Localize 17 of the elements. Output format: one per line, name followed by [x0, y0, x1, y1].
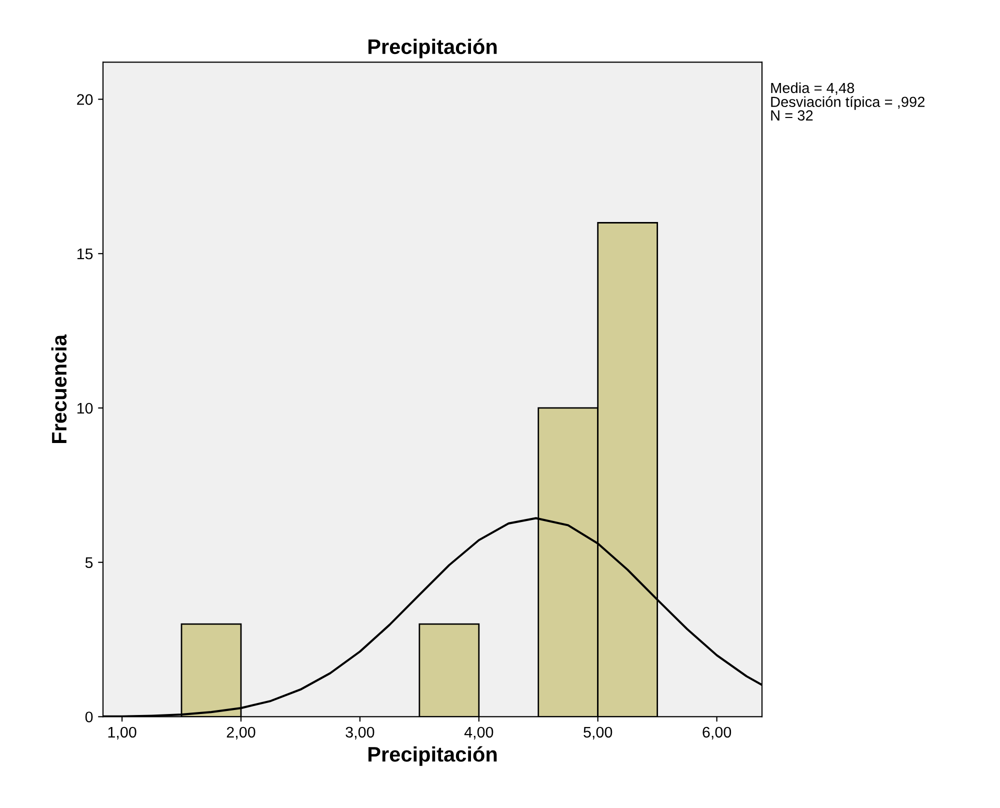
text: N = 32 — [771, 110, 813, 121]
x-axis-title: Precipitación — [368, 746, 497, 766]
x-tick-label: 1,00 — [108, 726, 136, 740]
x-tick-label: 5,00 — [584, 726, 612, 740]
y-tick-label: 15 — [77, 248, 93, 260]
y-axis-title: Frecuencia — [51, 334, 67, 444]
x-tick-label: 6,00 — [702, 726, 732, 740]
text: Desviación típica = ,992 — [771, 96, 925, 110]
y-tick-label: 0 — [85, 712, 93, 722]
y-tick-label: 20 — [77, 94, 93, 105]
y-tick-label: 5 — [85, 557, 93, 568]
x-tick-label: 2,00 — [226, 726, 256, 740]
text: Media = 4,48 — [771, 82, 854, 95]
y-tick-label: 10 — [77, 402, 93, 414]
chart-title: Precipitación — [368, 38, 497, 58]
x-tick-label: 3,00 — [346, 726, 374, 740]
x-tick-label: 4,00 — [464, 726, 494, 740]
